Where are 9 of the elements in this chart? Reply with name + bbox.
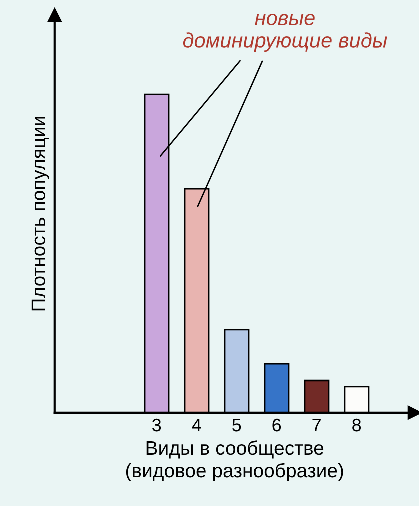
x-tick-label: 7 (312, 419, 321, 432)
y-axis-title: Плотность популяции (32, 117, 50, 311)
x-tick-label: 8 (352, 418, 362, 432)
x-tick-label: 6 (272, 418, 282, 432)
x-axis-title: Виды в сообществе (видовое разнообразие) (126, 440, 344, 482)
x-tick-label: 5 (232, 419, 242, 432)
x-tick-label: 3 (152, 418, 162, 432)
text: новые доминирующие виды (183, 14, 388, 52)
x-tick-label: 4 (192, 419, 202, 432)
